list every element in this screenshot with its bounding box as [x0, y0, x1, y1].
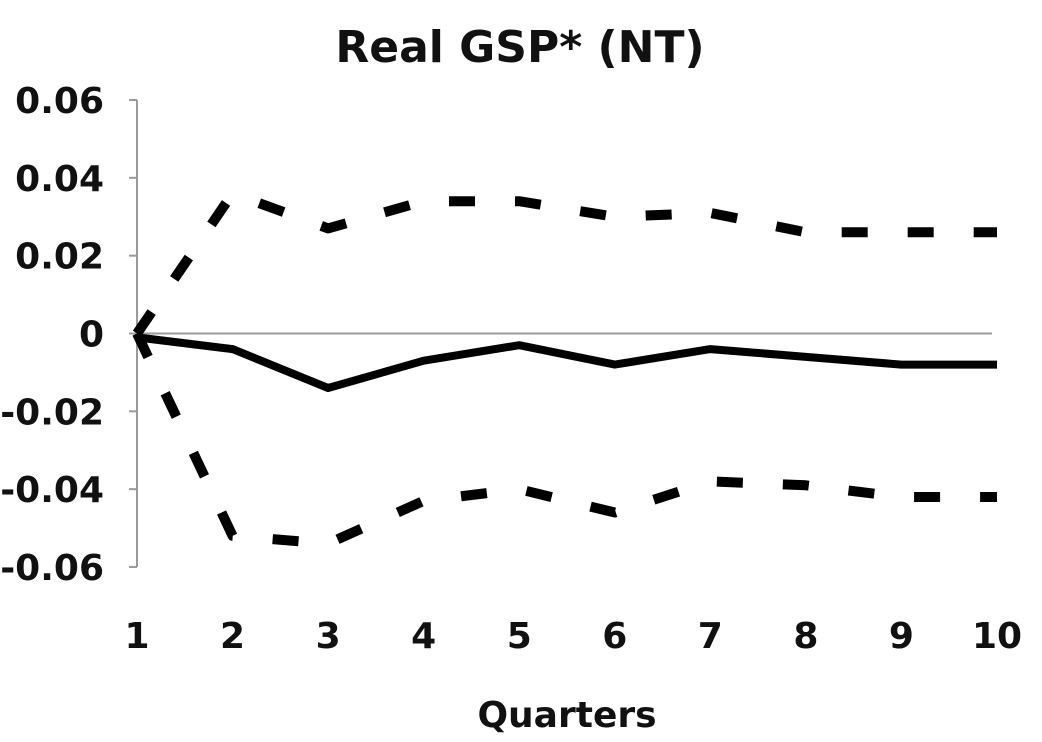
x-tick-label: 6	[602, 616, 627, 657]
x-tick-label: 2	[220, 616, 245, 657]
chart-title: Real GSP* (NT)	[335, 22, 704, 73]
y-tick-label: 0.06	[15, 81, 104, 122]
x-tick-label: 9	[889, 616, 914, 657]
x-axis-title: Quarters	[477, 695, 656, 736]
y-axis-ticks: 0.06 0.04 0.02 0 -0.02 -0.04 -0.06	[0, 81, 137, 589]
series-group	[132, 188, 997, 549]
x-tick-label: 5	[507, 616, 532, 657]
upper-bound-line	[132, 188, 997, 337]
y-tick-label: 0.04	[15, 159, 104, 200]
x-tick-label: 3	[316, 616, 341, 657]
x-tick-label: 4	[411, 616, 436, 657]
lower-bound-line	[132, 331, 997, 549]
y-tick-label: -0.04	[0, 470, 104, 511]
response-line	[136, 333, 997, 392]
y-tick-label: -0.06	[0, 548, 104, 589]
x-axis-ticks: 1 2 3 4 5 6 7 8 9 10	[124, 616, 1022, 657]
y-tick-label: 0	[79, 315, 104, 356]
x-tick-label: 8	[793, 616, 818, 657]
y-tick-label: -0.02	[0, 392, 104, 433]
x-tick-label: 7	[698, 616, 723, 657]
y-tick-label: 0.02	[15, 237, 104, 278]
x-tick-label: 1	[124, 616, 149, 657]
x-tick-label: 10	[972, 616, 1022, 657]
